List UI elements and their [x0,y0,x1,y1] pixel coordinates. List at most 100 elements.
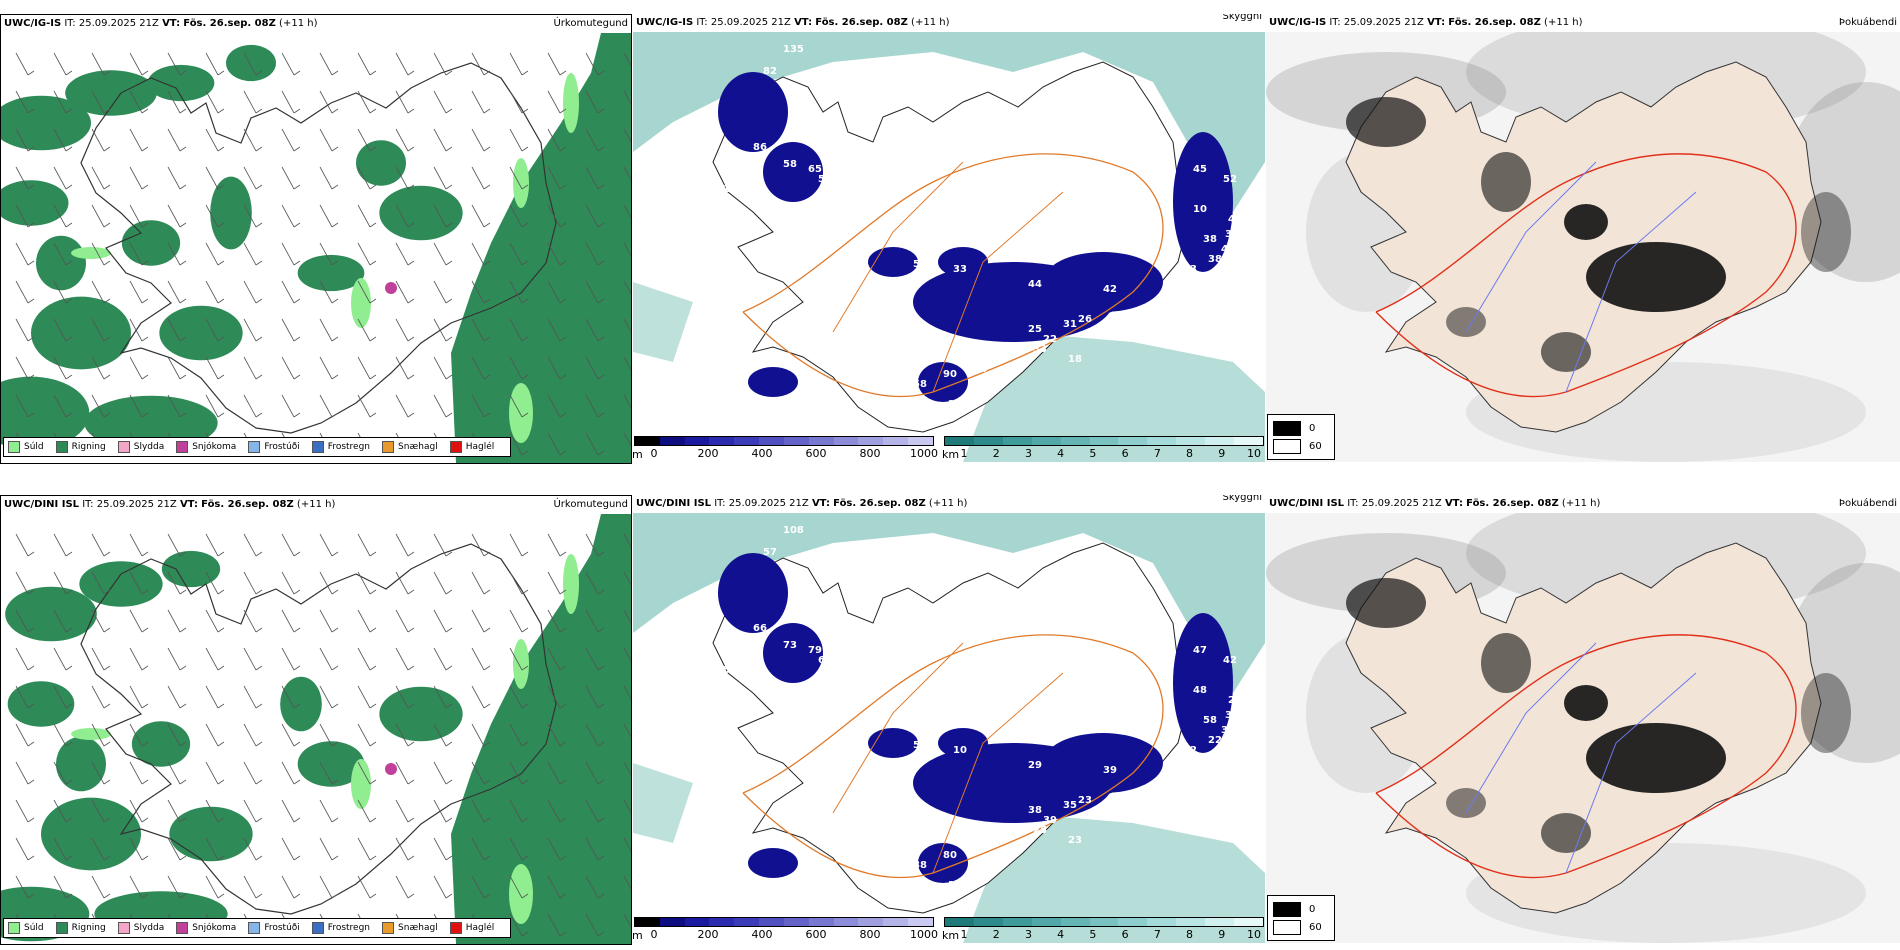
legend-swatch [8,441,20,453]
cloud-base-label: 79 [808,645,822,656]
cloud-base-label: 99 [873,705,887,716]
colorbar-tick: 9 [1218,928,1226,941]
legend-swatch [117,441,130,453]
legend-swatch [449,922,462,934]
colorbar-tick: 6 [1121,447,1129,460]
legend-item-frostregn: Frostregn [311,441,370,453]
cloud-base-label: 80 [943,850,957,861]
colorbar-swatch [908,918,933,926]
cloud-panel-row1: UWC/IG-IS IT: 25.09.2025 21Z VT: Fös. 26… [633,14,1265,464]
colorbar-swatch [1147,918,1177,926]
cloud-base-label: 56 [913,740,927,751]
legend-item-súld: Súld [8,441,44,453]
colorbar-swatch [1118,437,1148,445]
cloud-base-label: 35 [1063,800,1077,811]
cloud-base-label: 35 [1225,710,1239,721]
panel-title: Úrkomutegund [553,499,628,510]
cloud-base-label: 44 [1028,279,1042,290]
colorbar-swatch [1147,437,1177,445]
colorbar-swatch [1176,918,1206,926]
cloud-base-label: 90 [943,369,957,380]
legend-swatch [449,441,462,453]
legend-swatch [311,441,324,453]
colorbar-swatch [945,918,974,926]
cloud-base-label: 88 [913,860,927,871]
colorbar-swatches [634,917,934,927]
colorbar-swatch [783,437,809,445]
colorbar-tick: 4 [1057,447,1065,460]
cloud-base-label: 73 [833,354,847,365]
precipitation-map [1,514,631,944]
colorbar-swatch [1060,437,1090,445]
legend-label: Slydda [133,923,165,933]
cloud-base-label: 47 [1193,645,1207,656]
colorbar-swatch [883,918,909,926]
colorbar-tick: 6 [1121,928,1129,941]
height-colorbar-row1: 0 200 400 600 800 1000 m [632,436,938,461]
colorbar-tick: 7 [1153,447,1161,460]
cloud-base-label: 58 [1203,715,1217,726]
cloud-base-label: 23 [1068,835,1082,846]
precip-panel-row2: UWC/DINI ISL IT: 25.09.2025 21Z VT: Fös.… [0,495,632,945]
legend-item-haglél: Haglél [449,441,495,453]
colorbar-unit: m [632,448,643,461]
panel-title: Skyggni [1222,495,1262,503]
cloud-base-label: 105 [833,680,854,691]
colorbar-unit: km [942,929,960,942]
legend-label: Rigning [71,442,106,452]
colorbar-swatch [1089,437,1119,445]
cloud-base-label: 70 [833,199,847,210]
colorbar-tick: 3 [1024,928,1032,941]
cloud-base-label: 26 [918,880,932,891]
cloud-base-label: 62 [793,106,807,117]
model-name: UWC/DINI ISL [4,499,80,510]
colorbar-tick: 5 [1089,928,1097,941]
cloud-base-label: 38 [1208,254,1222,265]
cloud-base-label: 39 [1103,765,1117,776]
legend-label: Haglél [465,442,495,452]
colorbar-swatch [808,437,834,445]
colorbar-swatch [1205,918,1235,926]
legend-swatch [248,441,261,453]
cloud-base-label: 147 [958,830,979,841]
panel-header: UWC/IG-IS IT: 25.09.2025 21Z VT: Fös. 26… [633,14,1265,32]
colorbar-swatch [709,918,735,926]
legend-label: Snæhagl [398,923,438,933]
colorbar-swatch [783,918,809,926]
precip-type-legend: Súld Rigning Slydda Snjókoma Frostúði Frostre… [3,437,512,457]
cloud-base-label: 73 [783,640,797,651]
colorbar-tick: 2 [992,928,1000,941]
colorbar-swatch [759,918,784,926]
colorbar-swatch [734,918,760,926]
cloud-base-label: 74 [793,324,807,335]
colorbar-swatch [833,437,859,445]
panel-header: UWC/IG-IS IT: 25.09.2025 21Z VT: Fös. 26… [1,15,631,33]
colorbar-swatches [634,436,934,446]
colorbar-swatch [684,437,710,445]
legend-item-rigning: Rigning [55,922,106,934]
fog-legend-swatch [1273,901,1301,917]
colorbar-swatch [734,437,760,445]
colorbar-swatches [944,436,1264,446]
cloud-base-label: 58 [783,159,797,170]
cloud-base-label: 31 [1063,319,1077,330]
colorbar-swatch [635,437,660,445]
colorbar-swatch [858,918,884,926]
colorbar-swatch [1176,437,1206,445]
legend-swatch [55,441,68,453]
fog-legend-item: 60 [1273,437,1329,455]
colorbar-tick: 7 [1153,928,1161,941]
cloud-base-label: 35 [793,805,807,816]
colorbar-tick: 5 [1089,447,1097,460]
cloud-base-label: 25 [1028,324,1042,335]
colorbar-tick: 800 [859,928,881,941]
colorbar-swatch [1060,918,1090,926]
legend-item-slydda: Slydda [117,922,165,934]
cloud-base-label: 37 [1225,229,1239,240]
fog-legend-item: 0 [1273,900,1329,918]
fog-panel-row2: UWC/DINI ISL IT: 25.09.2025 21Z VT: Fös.… [1266,495,1900,945]
panel-title: Skyggni [1222,14,1262,22]
cloud-base-label: 10 [953,745,967,756]
cloud-base-label: 42 [1183,745,1197,756]
